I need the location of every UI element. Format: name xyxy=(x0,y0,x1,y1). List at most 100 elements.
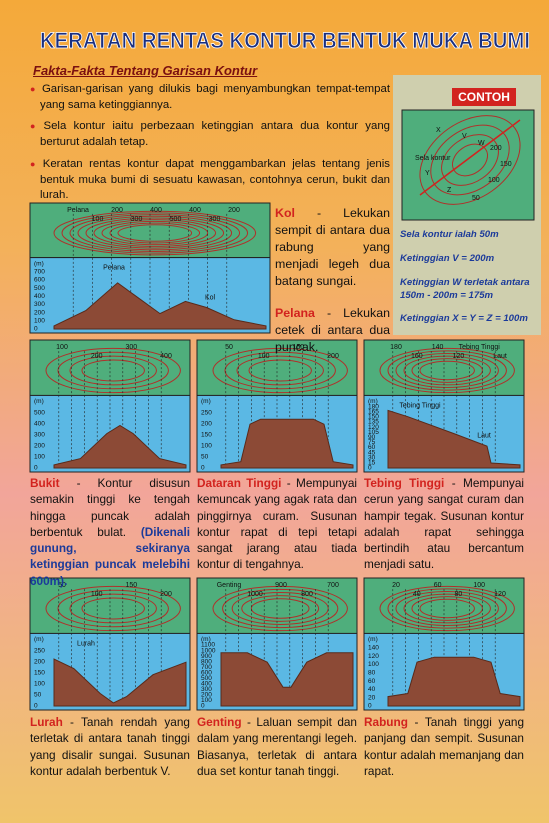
contour xyxy=(57,589,169,628)
profile-label: Tebing Tinggi xyxy=(399,402,441,409)
contour-label: 300 xyxy=(131,216,143,223)
axis-label: 50 xyxy=(201,454,209,461)
map-label: Z xyxy=(447,187,452,194)
contour-label: 500 xyxy=(170,216,182,223)
example-map xyxy=(401,109,535,221)
profile xyxy=(53,658,187,707)
axis-label: 180 xyxy=(368,403,379,410)
map-label: V xyxy=(462,133,467,140)
axis-label: 150 xyxy=(201,431,212,438)
axis-label: (m) xyxy=(201,636,211,643)
term: Rabung xyxy=(364,715,408,729)
axis-label: 600 xyxy=(201,669,212,676)
contour-label: 100 xyxy=(92,216,104,223)
axis-label: 135 xyxy=(368,419,379,426)
term: Dataran Tinggi xyxy=(197,476,282,490)
contour xyxy=(57,351,169,390)
contour xyxy=(248,359,312,382)
axis-label: 700 xyxy=(201,664,212,671)
contour-label: 150 xyxy=(125,582,137,589)
axis-label: 75 xyxy=(368,439,376,446)
desc: - Tanah tinggi yang panjang dan sempit. … xyxy=(364,715,524,778)
desc: - Mempunyai cerun yang sangat curam dan … xyxy=(364,476,525,572)
profile-label: Lurah xyxy=(77,640,95,647)
axis-label: 600 xyxy=(34,277,45,284)
fact: Sela kontur iaitu perbezaan ketinggian a… xyxy=(40,119,390,150)
contour-label: 300 xyxy=(209,216,221,223)
contour xyxy=(69,355,157,386)
contour xyxy=(212,347,348,394)
contour-label: 900 xyxy=(275,582,287,589)
axis-label: 0 xyxy=(201,703,205,710)
contour xyxy=(69,214,241,252)
example-label: CONTOH xyxy=(452,88,516,106)
contour xyxy=(117,224,193,242)
term: Tebing Tinggi xyxy=(364,476,445,490)
contour xyxy=(395,590,499,626)
contour xyxy=(45,347,181,394)
axis-label: 800 xyxy=(201,658,212,665)
axis-label: 1000 xyxy=(201,647,216,654)
axis-label: 200 xyxy=(34,658,45,665)
title: KERATAN RENTAS KONTUR BENTUK MUKA BUMI xyxy=(40,28,530,53)
contour-label: 1000 xyxy=(247,591,263,598)
axis-label: 40 xyxy=(368,686,376,693)
axis-label: 60 xyxy=(368,678,376,685)
term: Pelana xyxy=(275,305,315,320)
axis-label: 105 xyxy=(368,429,379,436)
axis-label: 165 xyxy=(368,408,379,415)
axis-label: 700 xyxy=(34,268,45,275)
axis-label: 30 xyxy=(368,454,376,461)
contour xyxy=(81,359,145,382)
axis-label: (m) xyxy=(368,636,378,643)
contour xyxy=(395,352,499,388)
contour-label: 60 xyxy=(434,582,442,589)
map-label: Sela kontur xyxy=(415,155,451,162)
axis-label: 0 xyxy=(34,703,38,710)
contour xyxy=(379,585,515,632)
contour xyxy=(212,585,348,632)
contour xyxy=(387,588,507,629)
contour-label: 200 xyxy=(327,353,339,360)
axis-label: (m) xyxy=(34,260,44,267)
axis-label: 60 xyxy=(368,444,376,451)
profile xyxy=(53,424,187,469)
contour-label: 160 xyxy=(411,353,423,360)
axis-label: 90 xyxy=(368,434,376,441)
axis-label: 0 xyxy=(368,465,372,472)
axis-label: 100 xyxy=(201,443,212,450)
axis-label: (m) xyxy=(368,398,378,405)
map-label: 100 xyxy=(488,177,500,184)
axis-label: 100 xyxy=(368,661,379,668)
axis-label: (m) xyxy=(34,398,44,405)
contour-label: 120 xyxy=(453,353,465,360)
axis-label: 20 xyxy=(368,694,376,701)
contour-label: 150 xyxy=(292,344,304,351)
axis-label: 200 xyxy=(201,692,212,699)
contour-label: 200 xyxy=(91,353,103,360)
contour xyxy=(250,598,310,619)
profile-label: Laut xyxy=(477,432,491,439)
example-note: Ketinggian X = Y = Z = 100m xyxy=(400,313,528,324)
profile xyxy=(220,418,354,469)
contour xyxy=(61,212,249,254)
map-label: 200 xyxy=(490,145,502,152)
contour-label: Pelana xyxy=(67,207,89,214)
axis-label: 400 xyxy=(201,681,212,688)
contour-label: 400 xyxy=(150,207,162,214)
axis-label: (m) xyxy=(34,636,44,643)
contour-label: 800 xyxy=(301,591,313,598)
axis-label: 120 xyxy=(368,653,379,660)
contour xyxy=(379,347,515,394)
desc: - Laluan sempit dan dalam yang merentang… xyxy=(197,715,357,778)
contour-label: 400 xyxy=(160,353,172,360)
caption: Bukit - Kontur disusun semakin tinggi ke… xyxy=(30,475,190,589)
contour-label: 100 xyxy=(91,591,103,598)
contour-label: Tebing Tinggi xyxy=(459,344,501,351)
example-note: Sela kontur ialah 50m xyxy=(400,229,499,240)
contour-label: 50 xyxy=(58,582,66,589)
contour-label: 120 xyxy=(494,591,506,598)
axis-label: 400 xyxy=(34,420,45,427)
